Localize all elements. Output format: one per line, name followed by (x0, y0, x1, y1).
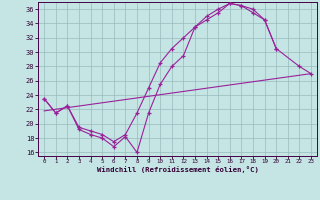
X-axis label: Windchill (Refroidissement éolien,°C): Windchill (Refroidissement éolien,°C) (97, 166, 259, 173)
